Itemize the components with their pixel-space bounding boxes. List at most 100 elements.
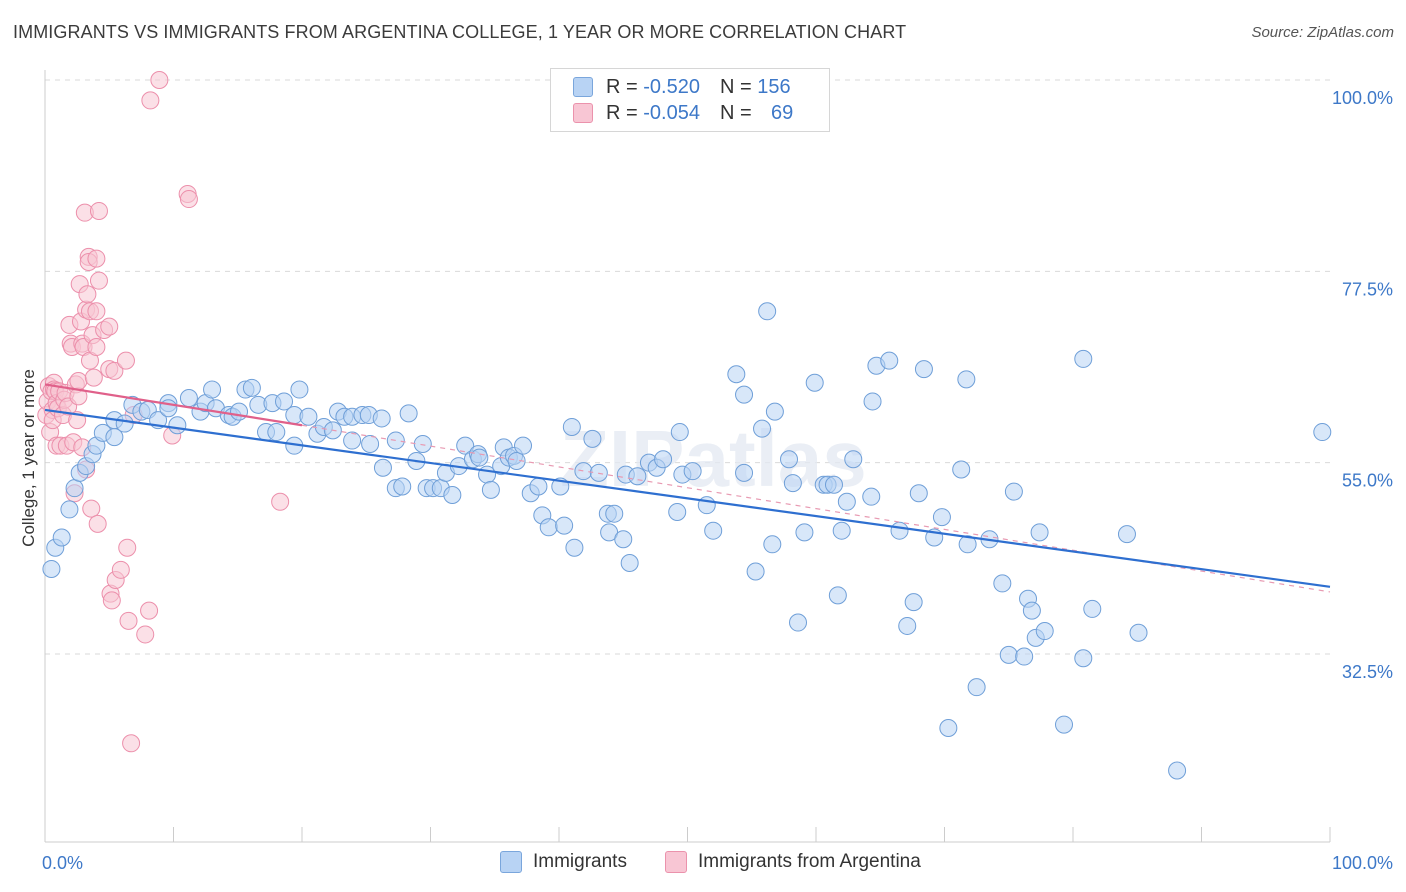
argentina-point — [122, 734, 141, 753]
immigrants-point — [456, 436, 475, 455]
immigrants-point — [583, 429, 602, 448]
immigrants-point — [620, 554, 639, 573]
pink-swatch — [665, 851, 687, 873]
legend-label: Immigrants — [533, 851, 627, 872]
immigrants-point — [704, 521, 723, 540]
immigrants-point — [862, 487, 881, 506]
immigrants-point — [393, 477, 412, 496]
immigrants-point — [958, 535, 977, 554]
grid-lines — [45, 79, 1330, 655]
argentina-point — [150, 71, 169, 89]
immigrants-point — [299, 407, 318, 426]
argentina-point — [105, 361, 124, 380]
immigrants-point — [529, 477, 548, 496]
immigrants-point — [1015, 647, 1034, 666]
chart-title: IMMIGRANTS VS IMMIGRANTS FROM ARGENTINA … — [13, 22, 907, 42]
legend-item-immigrants[interactable]: Immigrants — [500, 851, 627, 873]
immigrants-point — [999, 645, 1018, 664]
immigrants-point — [890, 521, 909, 540]
immigrants-point — [654, 450, 673, 469]
y-axis-label: College, 1 year or more — [19, 369, 38, 547]
immigrants-point — [789, 613, 808, 632]
r-value: -0.520 — [643, 75, 700, 98]
immigrants-point — [267, 423, 286, 442]
immigrants-point — [539, 518, 558, 537]
immigrants-point — [361, 434, 380, 453]
argentina-point — [89, 201, 108, 220]
legend-item-argentina[interactable]: Immigrants from Argentina — [665, 851, 921, 873]
y-tick-labels: 32.5% 55.0% 77.5% 100.0% — [1332, 88, 1393, 682]
immigrants-point — [753, 419, 772, 438]
series-legend: Immigrants Immigrants from Argentina — [0, 851, 1406, 877]
legend-row-immigrants: R = -0.520 N = 156 — [573, 75, 791, 99]
immigrants-point — [1074, 649, 1093, 668]
immigrants-trend-line — [44, 408, 1331, 588]
immigrants-point — [952, 460, 971, 479]
argentina-trend-line — [44, 383, 303, 427]
immigrants-points — [42, 302, 1332, 780]
immigrants-point — [399, 404, 418, 423]
argentina-point — [140, 601, 159, 620]
immigrants-point — [670, 423, 689, 442]
immigrants-point — [880, 351, 899, 370]
immigrants-point — [795, 523, 814, 542]
immigrants-point — [898, 616, 917, 635]
immigrants-point — [914, 360, 933, 379]
immigrants-point — [1074, 349, 1093, 368]
immigrants-point — [507, 451, 526, 470]
correlation-legend: R = -0.520 N = 156 R = -0.054 N = 69 — [550, 68, 830, 132]
argentina-point — [84, 368, 103, 387]
immigrants-point — [939, 718, 958, 737]
immigrants-point — [832, 521, 851, 540]
immigrants-point — [824, 475, 843, 494]
immigrants-point — [60, 500, 79, 519]
immigrants-point — [863, 392, 882, 411]
argentina-point — [87, 249, 106, 268]
argentina-point — [69, 372, 88, 391]
y-tick-label: 55.0% — [1342, 471, 1393, 491]
immigrants-point — [168, 416, 187, 435]
y-tick-label: 32.5% — [1342, 662, 1393, 682]
argentina-point — [78, 285, 97, 304]
immigrants-point — [343, 431, 362, 450]
immigrants-point — [290, 380, 309, 399]
argentina-point — [119, 611, 138, 630]
immigrants-point — [1313, 423, 1332, 442]
immigrants-point — [1129, 623, 1148, 642]
immigrants-point — [555, 516, 574, 535]
y-tick-label: 77.5% — [1342, 279, 1393, 299]
immigrants-point — [443, 485, 462, 504]
immigrants-point — [727, 365, 746, 384]
immigrants-point — [904, 593, 923, 612]
argentina-point — [102, 591, 121, 610]
immigrants-point — [203, 380, 222, 399]
argentina-point — [87, 302, 106, 321]
immigrants-point — [115, 414, 134, 433]
argentina-point — [271, 492, 290, 511]
immigrants-point — [837, 492, 856, 511]
immigrants-point — [413, 434, 432, 453]
blue-swatch — [500, 851, 522, 873]
r-label: R = — [606, 75, 638, 98]
immigrants-point — [628, 467, 647, 486]
legend-label: Immigrants from Argentina — [698, 851, 921, 872]
argentina-trend-dashed — [301, 424, 1331, 593]
argentina-point — [87, 338, 106, 357]
immigrants-point — [783, 474, 802, 493]
y-tick-label: 100.0% — [1332, 88, 1393, 108]
x-tick-label: 100.0% — [1332, 853, 1393, 873]
immigrants-point — [481, 480, 500, 499]
immigrants-point — [993, 574, 1012, 593]
immigrants-point — [242, 378, 261, 397]
legend-row-argentina: R = -0.054 N = 69 — [573, 101, 793, 125]
immigrants-point — [1004, 482, 1023, 501]
immigrants-point — [957, 370, 976, 389]
immigrants-point — [65, 479, 84, 498]
argentina-point — [111, 560, 130, 579]
immigrants-point — [932, 508, 951, 527]
immigrants-point — [828, 586, 847, 605]
argentina-point — [141, 91, 160, 110]
x-tick-labels: 0.0% 100.0% — [42, 853, 1393, 873]
argentina-point — [88, 514, 107, 533]
immigrants-point — [230, 402, 249, 421]
